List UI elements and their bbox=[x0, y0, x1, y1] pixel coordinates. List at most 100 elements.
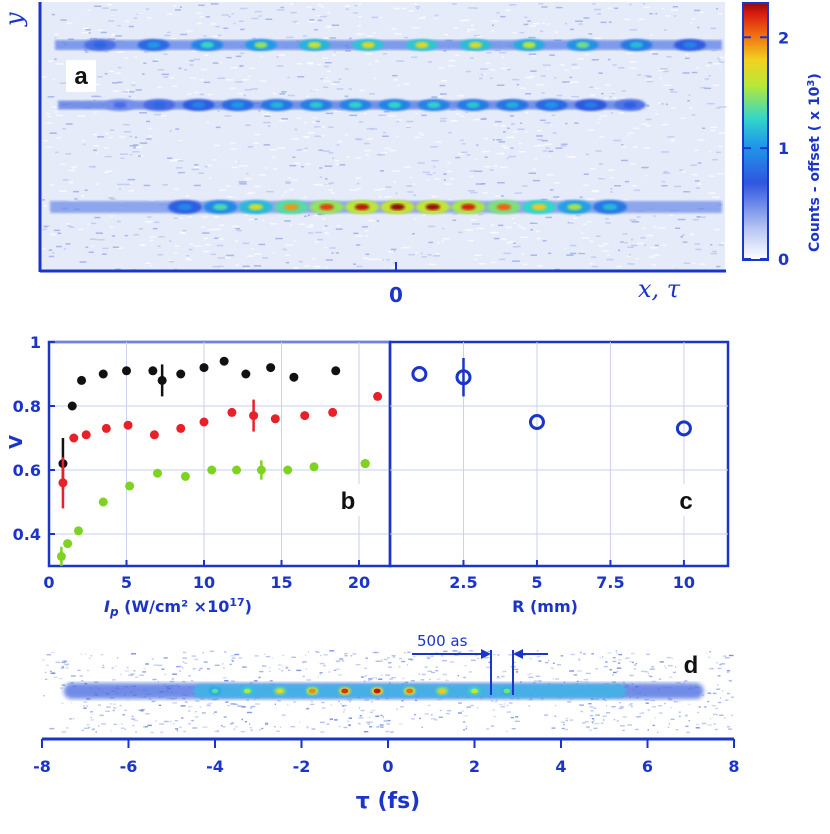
noise-speck bbox=[287, 177, 292, 179]
noise-speck bbox=[586, 198, 595, 200]
noise-speck bbox=[503, 703, 506, 705]
noise-speck bbox=[494, 715, 496, 718]
noise-speck bbox=[322, 150, 331, 152]
noise-speck bbox=[541, 139, 548, 142]
noise-speck bbox=[230, 142, 236, 144]
noise-speck bbox=[323, 80, 331, 83]
noise-speck bbox=[651, 680, 657, 683]
noise-speck bbox=[720, 697, 722, 699]
noise-speck bbox=[54, 111, 58, 113]
noise-speck bbox=[243, 94, 246, 97]
trace-peak bbox=[177, 203, 193, 211]
noise-speck bbox=[370, 128, 377, 130]
noise-speck bbox=[315, 231, 322, 234]
noise-speck bbox=[598, 118, 602, 121]
noise-speck bbox=[277, 147, 286, 149]
noise-speck bbox=[525, 93, 532, 95]
panel-d-ticks: -8 -6 -4 -2 0 2 4 6 8 bbox=[33, 739, 740, 776]
noise-speck bbox=[214, 730, 220, 733]
noise-speck bbox=[250, 729, 253, 731]
annotation-right-arrowhead bbox=[513, 649, 523, 659]
noise-speck bbox=[191, 655, 197, 657]
noise-speck bbox=[142, 73, 145, 75]
noise-speck bbox=[196, 22, 202, 25]
noise-speck bbox=[570, 28, 575, 31]
noise-speck bbox=[212, 62, 220, 64]
noise-speck bbox=[555, 147, 563, 149]
noise-speck bbox=[207, 698, 212, 700]
noise-speck bbox=[545, 147, 550, 149]
noise-speck bbox=[308, 224, 314, 226]
panel-b-points bbox=[56, 356, 383, 566]
noise-speck bbox=[88, 166, 96, 168]
noise-speck bbox=[709, 651, 712, 653]
noise-speck bbox=[72, 167, 75, 169]
noise-speck bbox=[323, 654, 328, 656]
noise-speck bbox=[259, 80, 267, 82]
noise-speck bbox=[439, 709, 442, 712]
noise-speck bbox=[206, 704, 211, 707]
noise-speck bbox=[262, 257, 268, 259]
noise-speck bbox=[371, 709, 376, 712]
noise-speck bbox=[186, 30, 193, 32]
noise-speck bbox=[66, 22, 73, 25]
noise-speck bbox=[481, 117, 487, 120]
noise-speck bbox=[518, 151, 526, 153]
noise-speck bbox=[516, 83, 519, 86]
noise-speck bbox=[323, 86, 329, 89]
noise-speck bbox=[455, 54, 460, 56]
noise-speck bbox=[396, 135, 399, 137]
noise-speck bbox=[217, 729, 219, 732]
noise-speck bbox=[404, 36, 409, 39]
noise-speck bbox=[153, 664, 159, 666]
trace-peak bbox=[584, 101, 598, 109]
noise-speck bbox=[143, 726, 146, 728]
noise-speck bbox=[169, 130, 172, 132]
noise-speck bbox=[128, 190, 134, 192]
noise-speck bbox=[688, 107, 693, 109]
noise-speck bbox=[387, 657, 390, 659]
noise-speck bbox=[359, 89, 365, 92]
noise-speck bbox=[308, 21, 316, 23]
noise-speck bbox=[537, 660, 542, 662]
noise-speck bbox=[355, 664, 361, 666]
noise-speck bbox=[602, 715, 607, 717]
noise-speck bbox=[483, 192, 488, 194]
noise-speck bbox=[201, 712, 206, 714]
noise-speck bbox=[612, 681, 616, 683]
noise-speck bbox=[335, 668, 341, 670]
noise-speck bbox=[299, 721, 301, 723]
noise-speck bbox=[392, 170, 401, 172]
noise-speck bbox=[466, 30, 470, 33]
noise-speck bbox=[336, 51, 340, 53]
noise-speck bbox=[237, 705, 241, 707]
noise-speck bbox=[319, 721, 325, 724]
noise-speck bbox=[161, 668, 165, 670]
noise-speck bbox=[631, 652, 635, 655]
noise-speck bbox=[620, 97, 626, 99]
noise-speck bbox=[480, 68, 488, 70]
noise-speck bbox=[124, 234, 128, 237]
noise-speck bbox=[495, 699, 498, 702]
noise-speck bbox=[281, 714, 286, 716]
noise-speck bbox=[104, 73, 108, 75]
noise-speck bbox=[455, 156, 461, 159]
noise-speck bbox=[321, 218, 326, 220]
noise-speck bbox=[509, 4, 517, 6]
noise-speck bbox=[259, 729, 261, 731]
noise-speck bbox=[194, 245, 202, 247]
noise-speck bbox=[529, 222, 538, 224]
noise-speck bbox=[554, 715, 557, 717]
noise-speck bbox=[490, 77, 493, 79]
noise-speck bbox=[215, 25, 220, 28]
noise-speck bbox=[505, 97, 511, 99]
noise-speck bbox=[381, 151, 387, 154]
noise-speck bbox=[426, 179, 429, 181]
noise-speck bbox=[478, 263, 486, 265]
noise-speck bbox=[146, 138, 152, 140]
noise-speck bbox=[277, 664, 282, 666]
noise-speck bbox=[468, 190, 475, 192]
noise-speck bbox=[651, 706, 656, 708]
panel-d-trace bbox=[63, 683, 704, 699]
noise-speck bbox=[695, 187, 700, 189]
